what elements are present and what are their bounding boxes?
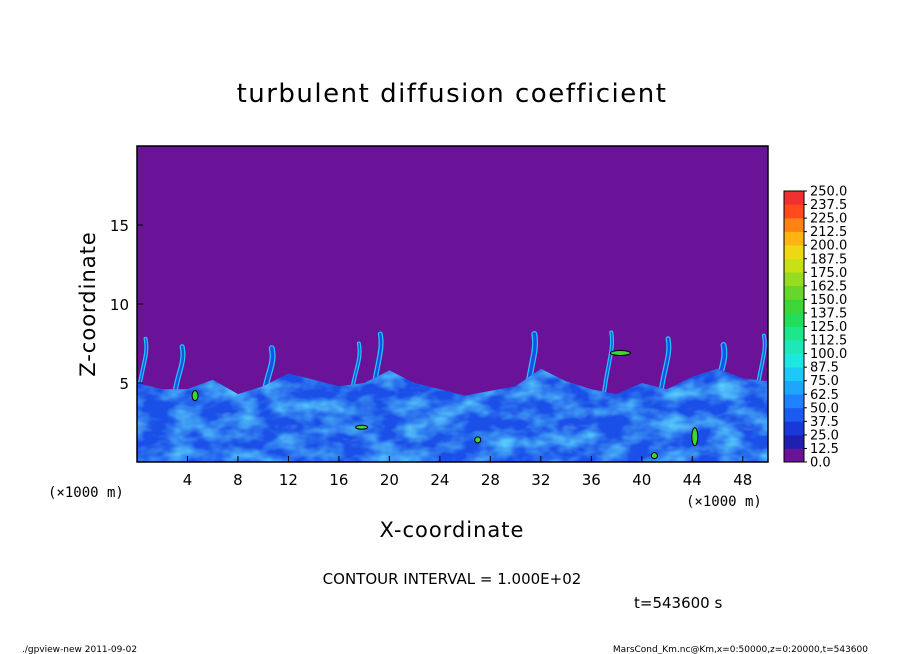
x-axis-unit: (×1000 m): [686, 494, 762, 510]
colorbar-label: 250.0: [810, 185, 847, 200]
chart-title: turbulent diffusion coefficient: [237, 79, 668, 109]
plume-core: [659, 337, 671, 393]
colorbar-swatch: [784, 245, 804, 260]
x-tick-label: 20: [380, 471, 399, 489]
x-tick-label: 8: [233, 471, 243, 489]
colorbar-label: 100.0: [810, 347, 847, 362]
x-tick-label: 48: [733, 471, 752, 489]
colorbar-label: 112.5: [810, 334, 847, 349]
x-tick-label: 40: [632, 471, 651, 489]
footer-right: MarsCond_Km.nc@Km,x=0:50000,z=0:20000,t=…: [613, 645, 868, 654]
colorbar-label: 50.0: [810, 401, 839, 416]
y-tick-label: 10: [110, 296, 129, 314]
x-tick-label: 44: [683, 471, 702, 489]
colorbar-label: 225.0: [810, 212, 847, 227]
contour-patch: [355, 424, 369, 430]
y-axis-unit: (×1000 m): [48, 485, 124, 501]
colorbar-swatch: [784, 421, 804, 436]
colorbar-label: 187.5: [810, 252, 847, 267]
colorbar-swatch: [784, 407, 804, 422]
colorbar: 0.012.525.037.550.062.575.087.5100.0112.…: [783, 185, 847, 471]
colorbar-label: 162.5: [810, 279, 847, 294]
y-axis-label: Z-coordinate: [76, 231, 100, 377]
colorbar-label: 62.5: [810, 388, 839, 403]
colorbar-label: 212.5: [810, 225, 847, 240]
colorbar-label: 12.5: [810, 442, 839, 457]
colorbar-swatch: [784, 204, 804, 219]
plot-area: [137, 146, 768, 462]
x-tick-label: 32: [531, 471, 550, 489]
colorbar-swatch: [784, 218, 804, 232]
contour-patch: [474, 436, 482, 444]
colorbar-swatch: [784, 353, 804, 368]
colorbar-swatch: [784, 326, 804, 341]
x-tick-label: 4: [183, 471, 193, 489]
colorbar-label: 25.0: [810, 428, 839, 443]
plume-core: [173, 345, 185, 393]
x-axis-label: X-coordinate: [380, 518, 525, 542]
footer-left: ./gpview-new 2011-09-02: [22, 645, 137, 654]
colorbar-swatch: [784, 285, 804, 300]
colorbar-swatch: [784, 448, 804, 463]
x-axis-ticks: 4 8 12 16 20 24 28 32 36 40 44 48: [183, 456, 752, 489]
y-axis-ticks: 5 10 15: [110, 217, 143, 393]
colorbar-label: 175.0: [810, 266, 847, 281]
plume-core: [603, 331, 613, 392]
y-tick-label: 15: [110, 217, 129, 235]
y-tick-label: 5: [119, 375, 129, 393]
colorbar-swatch: [784, 272, 804, 287]
x-tick-label: 12: [279, 471, 298, 489]
colorbar-label: 75.0: [810, 374, 839, 389]
high-value-contours: [191, 349, 699, 460]
colorbar-label: 37.5: [810, 415, 839, 430]
colorbar-swatch: [784, 380, 804, 395]
colorbar-swatch: [784, 434, 804, 449]
colorbar-label: 125.0: [810, 320, 847, 335]
colorbar-label: 137.5: [810, 306, 847, 321]
colorbar-swatch: [784, 299, 804, 314]
colorbar-label: 237.5: [810, 198, 847, 213]
colorbar-swatch: [784, 191, 804, 205]
colorbar-label: 87.5: [810, 361, 839, 376]
contour-patch: [609, 349, 631, 356]
colorbar-label: 0.0: [810, 456, 831, 471]
colorbar-label: 200.0: [810, 239, 847, 254]
x-tick-label: 28: [481, 471, 500, 489]
time-label: t=543600 s: [634, 594, 722, 612]
contour-patch: [191, 390, 199, 402]
x-tick-label: 16: [329, 471, 348, 489]
contour-interval: CONTOUR INTERVAL = 1.000E+02: [323, 570, 582, 588]
x-tick-label: 24: [430, 471, 449, 489]
colorbar-swatch: [784, 231, 804, 246]
contour-patch: [691, 427, 699, 447]
colorbar-swatch: [784, 340, 804, 354]
colorbar-swatch: [784, 367, 804, 381]
colorbar-label: 150.0: [810, 293, 847, 308]
x-tick-label: 36: [582, 471, 601, 489]
contour-patch: [650, 452, 658, 460]
colorbar-swatch: [784, 394, 804, 409]
colorbar-swatch: [784, 258, 804, 273]
colorbar-swatch: [784, 312, 804, 327]
